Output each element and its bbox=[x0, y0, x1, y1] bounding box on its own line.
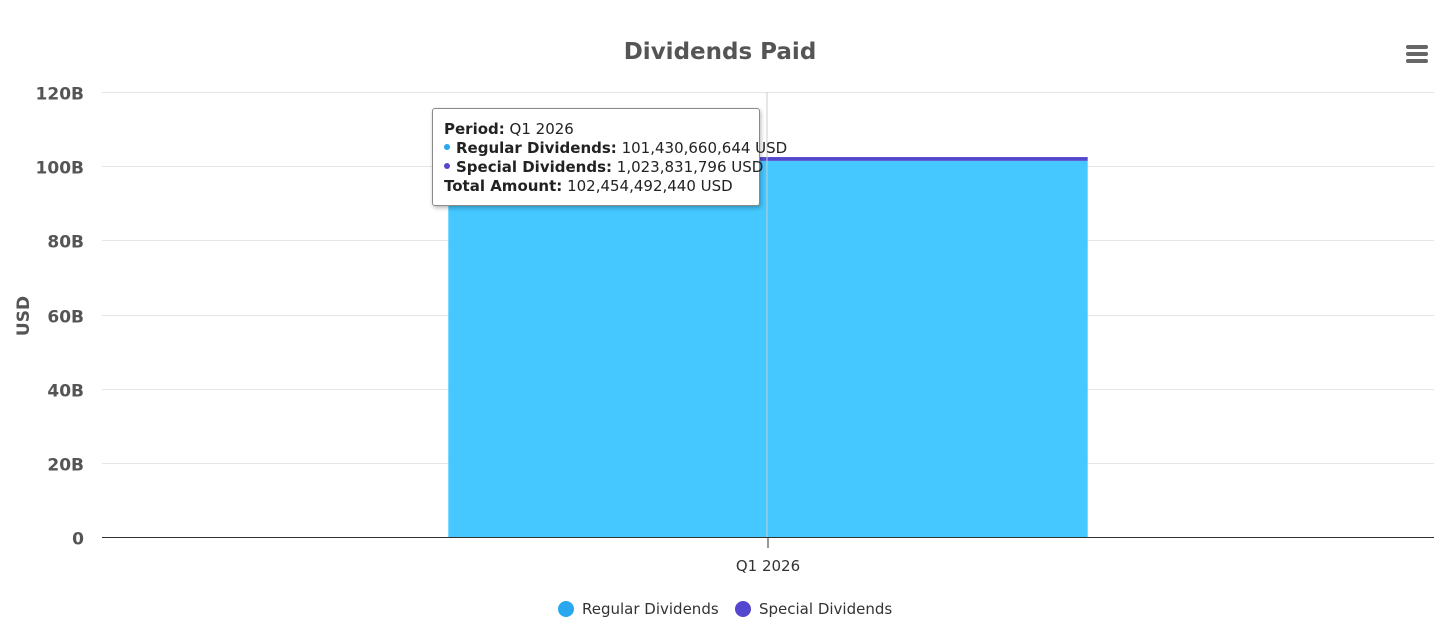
regular-dividends-legend-icon bbox=[558, 601, 574, 617]
bars bbox=[448, 157, 1088, 537]
y-tick-label: 80B bbox=[47, 233, 84, 253]
legend-label-special: Special Dividends bbox=[759, 600, 893, 618]
tooltip-total-row: Total Amount: 102,454,492,440 USD bbox=[444, 177, 749, 196]
bar-segment bbox=[448, 160, 1088, 537]
tooltip-total-label: Total Amount: bbox=[444, 177, 563, 195]
tooltip-special-row: Special Dividends: 1,023,831,796 USD bbox=[444, 158, 763, 177]
special-dividends-legend-icon bbox=[735, 601, 751, 617]
tooltip-period-value: Q1 2026 bbox=[509, 120, 574, 138]
tooltip-special-label: Special Dividends: bbox=[456, 158, 612, 176]
x-tick-label: Q1 2026 bbox=[736, 557, 800, 575]
y-tick-label: 20B bbox=[47, 456, 84, 476]
tooltip-special-value: 1,023,831,796 USD bbox=[616, 158, 764, 176]
tooltip-regular-label: Regular Dividends: bbox=[456, 139, 617, 157]
legend: Regular Dividends Special Dividends bbox=[0, 600, 1456, 622]
tooltip: Period: Q1 2026 Regular Dividends: 101,4… bbox=[432, 108, 787, 206]
tooltip-total-value: 102,454,492,440 USD bbox=[567, 177, 733, 195]
legend-label-regular: Regular Dividends bbox=[582, 600, 719, 618]
y-axis-title: USD bbox=[14, 296, 34, 336]
y-tick-label: 0 bbox=[72, 530, 84, 550]
y-tick-label: 60B bbox=[47, 308, 84, 328]
y-tick-label: 40B bbox=[47, 382, 84, 402]
legend-item-special-dividends[interactable]: Special Dividends bbox=[735, 600, 892, 618]
tooltip-regular-row: Regular Dividends: 101,430,660,644 USD bbox=[444, 139, 787, 158]
bar-segment bbox=[448, 157, 1088, 161]
chart-title: Dividends Paid bbox=[624, 39, 817, 65]
tooltip-regular-value: 101,430,660,644 USD bbox=[621, 139, 788, 157]
y-tick-label: 120B bbox=[36, 85, 84, 105]
regular-dividends-dot-icon bbox=[444, 143, 450, 150]
chart-menu-button[interactable] bbox=[1402, 40, 1432, 68]
tooltip-period-row: Period: Q1 2026 bbox=[444, 120, 749, 139]
y-axis-tick-labels: 0 20B 40B 60B 80B 100B 120B bbox=[36, 85, 85, 550]
tooltip-period-label: Period: bbox=[444, 120, 505, 138]
legend-item-regular-dividends[interactable]: Regular Dividends bbox=[558, 600, 719, 618]
x-axis-ticks: Q1 2026 bbox=[736, 537, 800, 575]
special-dividends-dot-icon bbox=[444, 162, 450, 169]
y-tick-label: 100B bbox=[36, 159, 84, 179]
